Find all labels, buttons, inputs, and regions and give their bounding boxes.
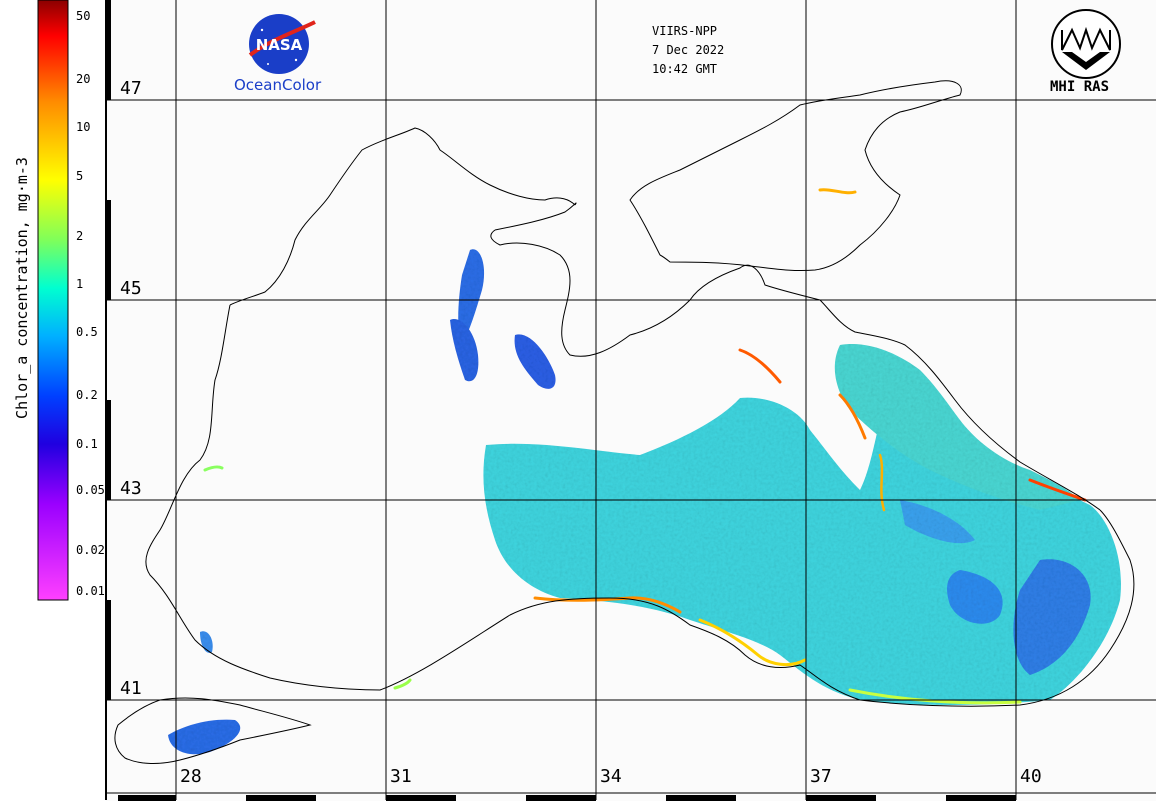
latitude-label: 47 <box>120 78 142 99</box>
colorbar-tick-label: 0.2 <box>76 388 98 402</box>
latitude-label: 41 <box>120 678 142 699</box>
colorbar-tick-label: 5 <box>76 169 84 183</box>
colorbar-tick-label: 20 <box>76 72 91 86</box>
nasa-caption: OceanColor <box>234 76 322 94</box>
mhi-ras-logo <box>1051 9 1121 79</box>
sensor-label: VIIRS-NPP <box>652 24 718 38</box>
longitude-label: 28 <box>180 766 202 787</box>
date-label: 7 Dec 2022 <box>652 43 725 57</box>
colorbar-tick-label: 2 <box>76 229 84 243</box>
mhi-caption: MHI RAS <box>1050 79 1110 95</box>
colorbar-gradient <box>37 0 69 601</box>
coastline <box>114 80 1135 764</box>
longitude-label: 40 <box>1020 766 1042 787</box>
colorbar-tick-label: 10 <box>76 120 91 134</box>
latitude-label: 45 <box>120 278 142 299</box>
bottom-ruler <box>106 792 1156 801</box>
acquisition-info: VIIRS-NPP 7 Dec 2022 10:42 GMT <box>652 22 724 79</box>
longitude-label: 31 <box>390 766 412 787</box>
nasa-wordmark: NASA <box>256 36 303 54</box>
latitude-label: 43 <box>120 478 142 499</box>
colorbar-tick-label: 0.05 <box>76 483 105 497</box>
chlorophyll-field <box>168 249 1121 755</box>
longitude-label: 34 <box>600 766 622 787</box>
coastal-bloom <box>203 188 1087 705</box>
colorbar-title: Chlor_a concentration, mg·m-3 <box>13 157 31 419</box>
left-ruler <box>105 0 111 800</box>
colorbar-tick-label: 0.02 <box>76 543 105 557</box>
colorbar-tick-label: 0.5 <box>76 325 98 339</box>
colorbar-tick-label: 0.01 <box>76 584 105 598</box>
graticule <box>106 0 1156 800</box>
time-label: 10:42 GMT <box>652 62 718 76</box>
nasa-logo: NASA <box>248 14 316 74</box>
colorbar-tick-label: 50 <box>76 9 91 23</box>
colorbar-tick-label: 0.1 <box>76 437 98 451</box>
colorbar-tick-label: 1 <box>76 277 84 291</box>
longitude-label: 37 <box>810 766 832 787</box>
